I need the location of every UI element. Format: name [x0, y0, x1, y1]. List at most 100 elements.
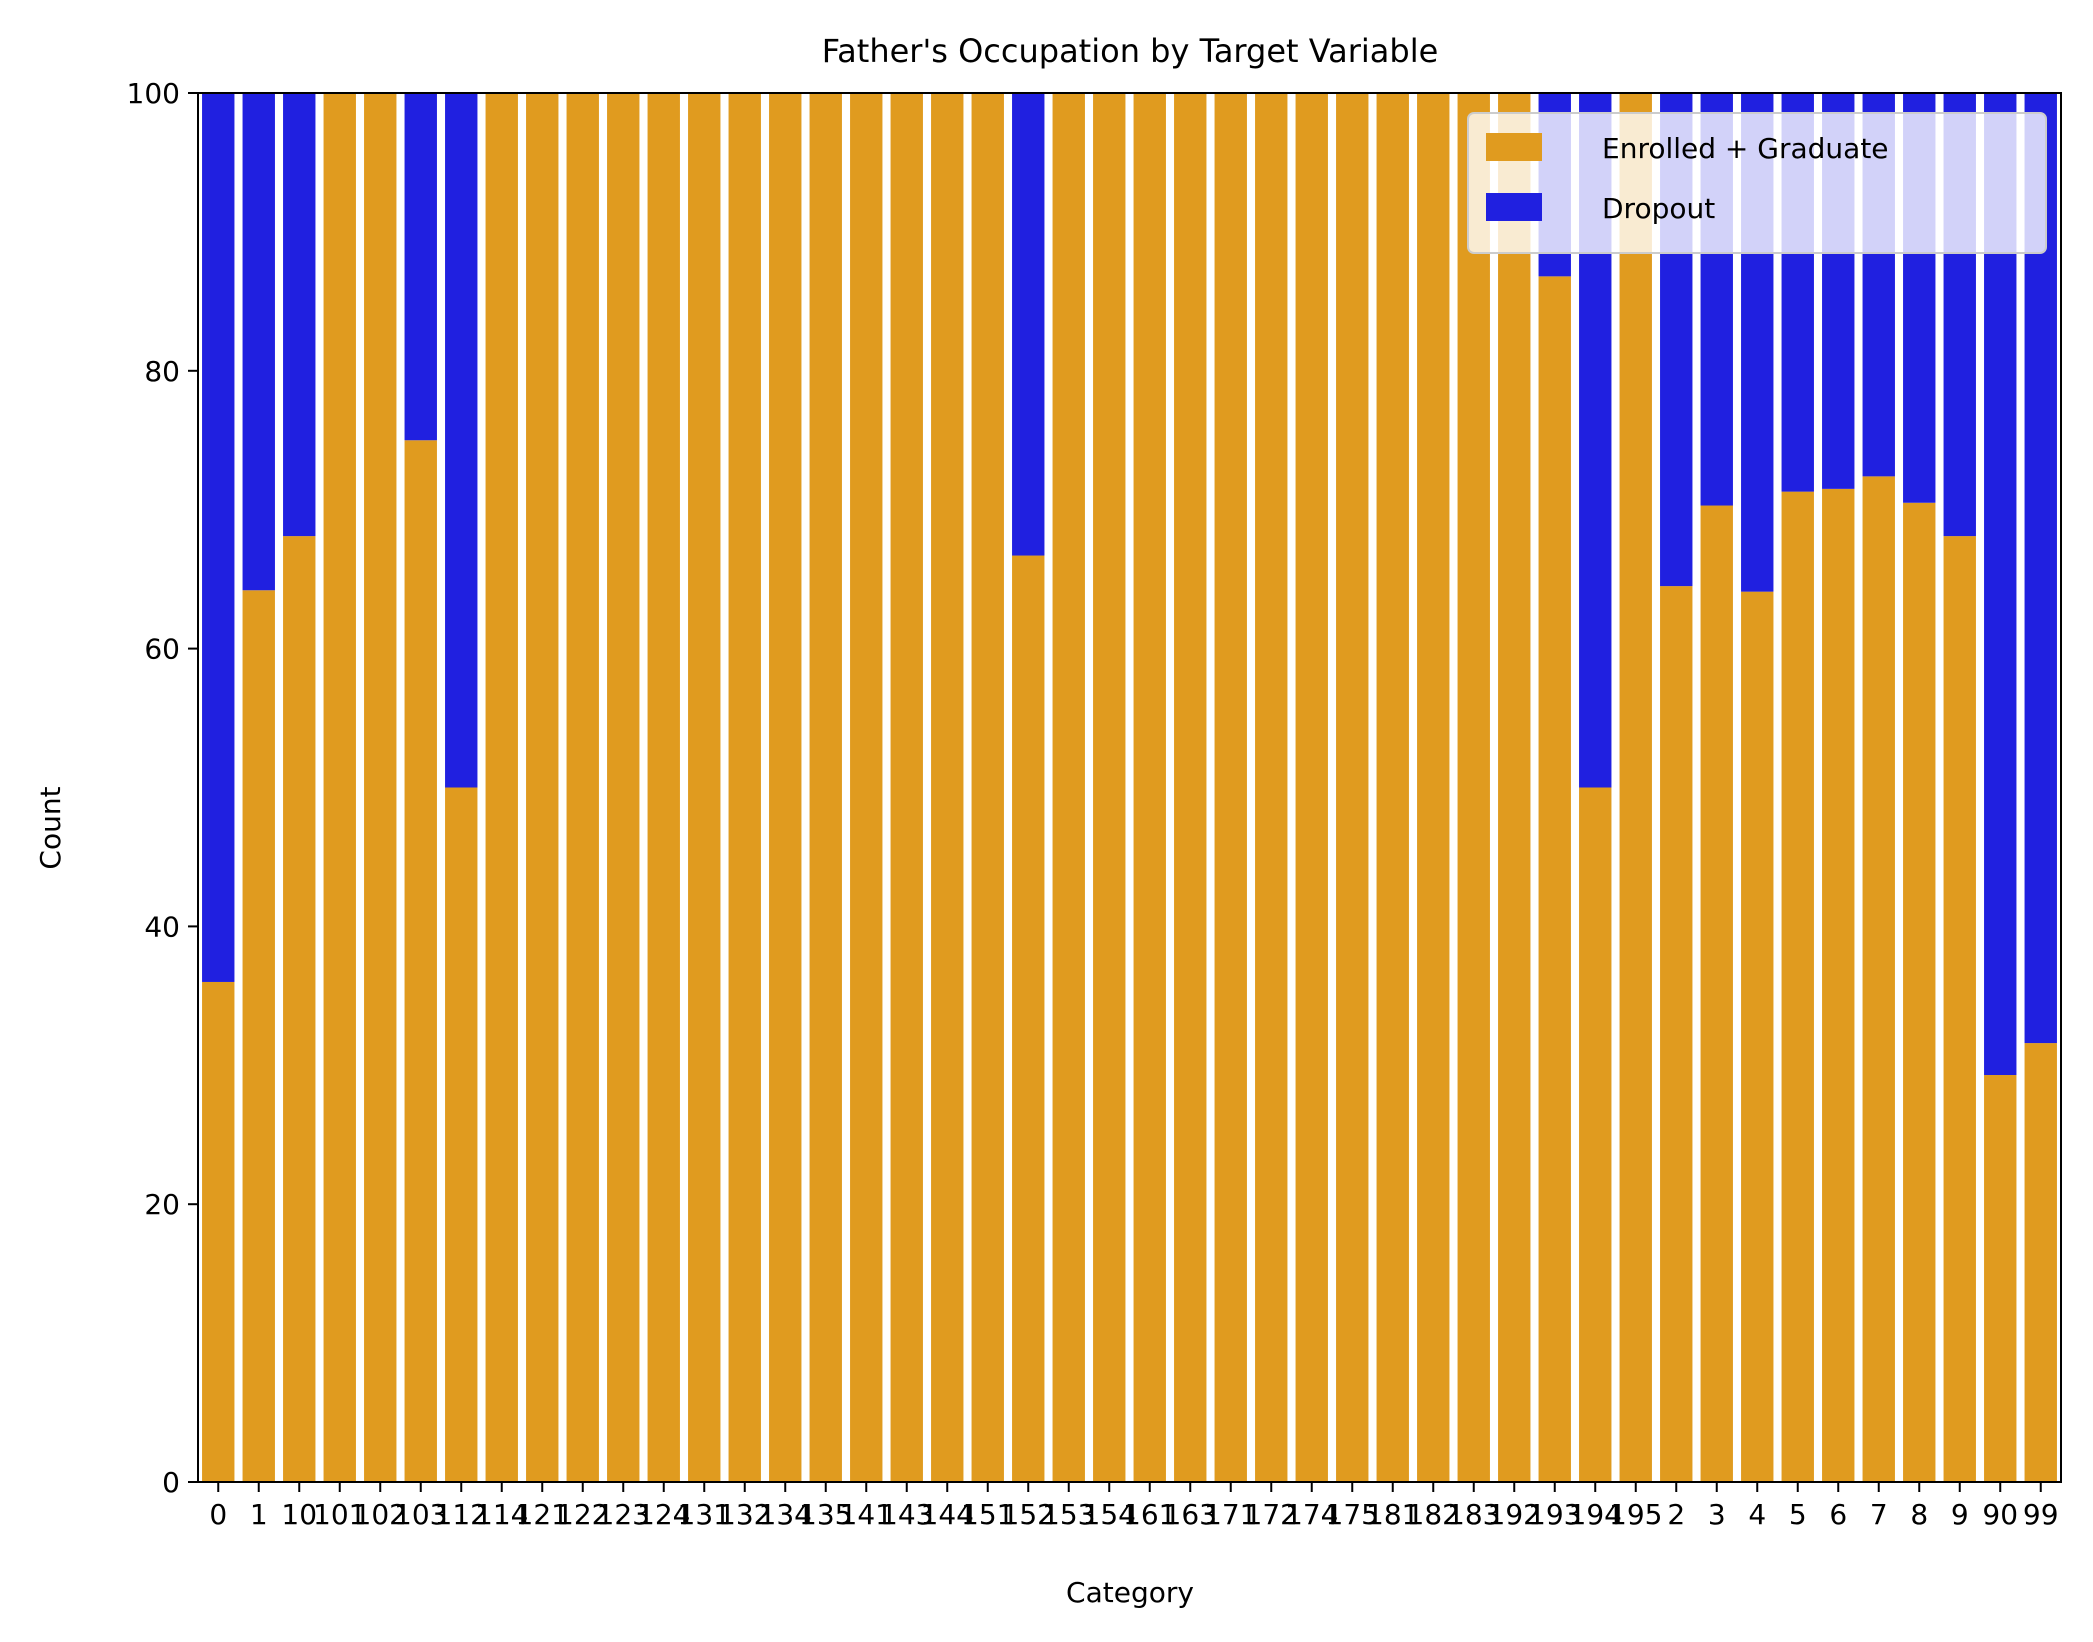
bar-enrolled-graduate-132 [728, 93, 761, 1482]
x-tick-label: 195 [1609, 1498, 1662, 1531]
y-tick-label: 0 [162, 1466, 180, 1499]
x-tick-label: 181 [1366, 1498, 1419, 1531]
bar-enrolled-graduate-8 [1903, 502, 1936, 1482]
bar-enrolled-graduate-143 [890, 93, 923, 1482]
bar-enrolled-graduate-6 [1822, 488, 1855, 1482]
x-tick-label: 154 [1083, 1498, 1136, 1531]
bar-enrolled-graduate-103 [404, 440, 437, 1482]
bar-enrolled-graduate-194 [1579, 787, 1612, 1482]
bar-enrolled-graduate-10 [283, 536, 316, 1482]
x-tick-label: 152 [1002, 1498, 1055, 1531]
legend-label: Dropout [1602, 192, 1715, 225]
x-tick-label: 1 [250, 1498, 268, 1531]
x-tick-label: 4 [1748, 1498, 1766, 1531]
bar-enrolled-graduate-141 [850, 93, 883, 1482]
bar-enrolled-graduate-123 [607, 93, 640, 1482]
bar-enrolled-graduate-154 [1093, 93, 1126, 1482]
x-tick-label: 171 [1204, 1498, 1257, 1531]
bar-dropout-0 [202, 93, 235, 982]
x-tick-label: 151 [961, 1498, 1014, 1531]
x-tick-label: 99 [2023, 1498, 2059, 1531]
x-tick-label: 132 [718, 1498, 771, 1531]
bar-enrolled-graduate-144 [931, 93, 964, 1482]
bar-enrolled-graduate-171 [1214, 93, 1247, 1482]
plot-frame [197, 92, 2062, 1483]
bars-layer [202, 93, 2057, 1483]
bar-dropout-152 [1012, 93, 1045, 556]
bar-enrolled-graduate-175 [1336, 93, 1369, 1482]
x-tick-label: 144 [921, 1498, 974, 1531]
bar-enrolled-graduate-99 [2024, 1043, 2057, 1482]
x-tick-label: 101 [313, 1498, 366, 1531]
x-tick-label: 10 [281, 1498, 317, 1531]
bar-dropout-1 [242, 93, 275, 591]
x-tick-label: 153 [1042, 1498, 1095, 1531]
x-axis-label: Category [1066, 1576, 1194, 1609]
bar-enrolled-graduate-151 [971, 93, 1004, 1482]
bar-enrolled-graduate-183 [1457, 93, 1490, 1482]
bar-enrolled-graduate-161 [1133, 93, 1166, 1482]
bar-enrolled-graduate-122 [566, 93, 599, 1482]
x-tick-label: 172 [1245, 1498, 1298, 1531]
x-tick-label: 161 [1123, 1498, 1176, 1531]
x-tick-label: 103 [394, 1498, 447, 1531]
bar-enrolled-graduate-172 [1255, 93, 1288, 1482]
bar-enrolled-graduate-182 [1417, 93, 1450, 1482]
bar-enrolled-graduate-124 [647, 93, 680, 1482]
legend-swatch [1486, 193, 1542, 221]
x-tick-label: 193 [1528, 1498, 1581, 1531]
bar-enrolled-graduate-5 [1781, 491, 1814, 1482]
bar-enrolled-graduate-9 [1943, 536, 1976, 1482]
bar-enrolled-graduate-134 [769, 93, 802, 1482]
chart-title: Father's Occupation by Target Variable [822, 32, 1439, 70]
legend: Enrolled + Graduate Dropout [1467, 112, 2047, 254]
bar-enrolled-graduate-101 [323, 93, 356, 1482]
y-tick-label: 20 [144, 1188, 180, 1221]
bar-enrolled-graduate-2 [1660, 586, 1693, 1482]
bar-enrolled-graduate-131 [688, 93, 721, 1482]
x-tick-label: 3 [1708, 1498, 1726, 1531]
x-tick-label: 135 [799, 1498, 852, 1531]
bar-enrolled-graduate-7 [1862, 476, 1895, 1482]
x-tick-label: 163 [1164, 1498, 1217, 1531]
x-tick-label: 124 [637, 1498, 690, 1531]
x-tick-label: 194 [1569, 1498, 1622, 1531]
x-tick-label: 175 [1326, 1498, 1379, 1531]
x-tick-label: 2 [1667, 1498, 1685, 1531]
bar-enrolled-graduate-102 [364, 93, 397, 1482]
x-tick-label: 183 [1447, 1498, 1500, 1531]
legend-swatch [1486, 133, 1542, 161]
x-tick-label: 114 [475, 1498, 528, 1531]
x-tick-label: 102 [354, 1498, 407, 1531]
x-tick-label: 121 [516, 1498, 569, 1531]
bar-enrolled-graduate-174 [1295, 93, 1328, 1482]
x-tick-label: 131 [678, 1498, 731, 1531]
x-tick-label: 182 [1407, 1498, 1460, 1531]
x-tick-label: 8 [1910, 1498, 1928, 1531]
bar-enrolled-graduate-181 [1376, 93, 1409, 1482]
x-tick-label: 174 [1285, 1498, 1338, 1531]
x-tick-label: 7 [1870, 1498, 1888, 1531]
x-tick-label: 9 [1951, 1498, 1969, 1531]
bar-enrolled-graduate-163 [1174, 93, 1207, 1482]
x-tick-label: 112 [435, 1498, 488, 1531]
bar-enrolled-graduate-192 [1498, 93, 1531, 1482]
x-tick-label: 0 [209, 1498, 227, 1531]
y-tick-label: 80 [144, 355, 180, 388]
legend-label: Enrolled + Graduate [1602, 132, 1889, 165]
bar-enrolled-graduate-112 [445, 787, 478, 1482]
y-tick-label: 40 [144, 910, 180, 943]
x-tick-label: 192 [1488, 1498, 1541, 1531]
bar-enrolled-graduate-195 [1619, 93, 1652, 1482]
x-tick-label: 90 [1982, 1498, 2018, 1531]
bar-enrolled-graduate-135 [809, 93, 842, 1482]
bar-enrolled-graduate-114 [485, 93, 518, 1482]
x-tick-label: 6 [1829, 1498, 1847, 1531]
bar-enrolled-graduate-0 [202, 981, 235, 1482]
bar-enrolled-graduate-90 [1984, 1075, 2017, 1482]
bar-enrolled-graduate-4 [1741, 591, 1774, 1482]
bar-enrolled-graduate-152 [1012, 555, 1045, 1482]
